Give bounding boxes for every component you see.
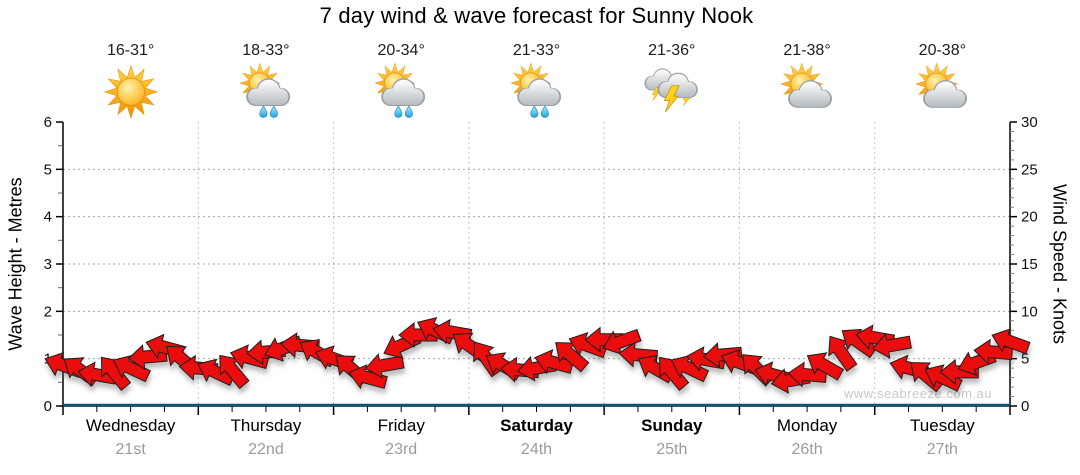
wind-arrow (806, 352, 845, 381)
forecast-day-header: 20-38° (914, 42, 970, 119)
day-name-label: Saturday (500, 416, 573, 435)
day-name-label: Friday (377, 416, 425, 435)
wind-arrow (602, 328, 642, 356)
day-axis-label: Tuesday 27th (910, 416, 975, 459)
wind-arrow (828, 335, 858, 372)
day-date-label: 27th (926, 441, 958, 458)
temp-range-label: 16-31° (106, 42, 155, 59)
wind-arrow (924, 364, 963, 392)
wind-tick-label: 15 (1021, 256, 1038, 273)
day-date-label: 23rd (385, 441, 418, 458)
watermark: www.seabreeze.com.au (843, 386, 992, 401)
wind-arrow-band (44, 317, 1031, 394)
forecast-day-header: 16-31° (103, 42, 159, 119)
wind-arrow (100, 356, 132, 392)
day-axis-label: Sunday 25th (641, 416, 702, 459)
day-date-label: 22nd (248, 441, 284, 458)
chart-title: 7 day wind & wave forecast for Sunny Noo… (319, 3, 754, 28)
bottom-axis-ticks (62, 406, 1011, 415)
wind-arrow (872, 333, 912, 359)
day-axis-label: Saturday 24th (500, 416, 573, 459)
forecast-day-header: 21-38° (779, 42, 835, 119)
wind-arrow (991, 328, 1031, 355)
temp-range-label: 21-33° (512, 42, 561, 59)
wind-arrow (112, 354, 152, 383)
wind-tick-label: 25 (1021, 161, 1038, 178)
day-name-label: Thursday (230, 416, 302, 435)
day-date-label: 24th (520, 441, 553, 458)
wind-tick-label: 0 (1021, 398, 1029, 415)
wind-arrow (841, 328, 878, 359)
forecast-day-header: 21-36° (644, 42, 700, 119)
day-axis-label: Thursday 22nd (230, 416, 301, 459)
forecast-day-header: 21-33° (509, 42, 565, 119)
wind-tick-label: 10 (1021, 303, 1038, 320)
temp-range-label: 21-38° (783, 42, 831, 59)
day-date-label: 25th (656, 441, 688, 458)
forecast-day-header: 20-34° (373, 42, 429, 119)
wind-arrow (348, 364, 388, 390)
wave-tick-label: 2 (44, 303, 52, 320)
wave-tick-label: 6 (44, 114, 52, 131)
wind-tick-label: 30 (1021, 114, 1038, 131)
wave-tick-label: 3 (44, 256, 52, 273)
day-axis-label: Friday 23rd (378, 416, 425, 459)
temp-range-label: 20-38° (918, 42, 966, 59)
wind-tick-label: 20 (1021, 209, 1038, 226)
wind-tick-label: 5 (1021, 351, 1029, 368)
wave-tick-label: 4 (44, 209, 52, 226)
day-axis-label: Wednesday 21st (86, 416, 175, 459)
day-name-label: Sunday (641, 416, 703, 435)
day-date-label: 21st (115, 441, 146, 458)
wave-tick-label: 5 (44, 161, 52, 178)
day-name-label: Wednesday (85, 416, 176, 435)
temp-range-label: 18-33° (242, 42, 290, 59)
wave-tick-label: 0 (44, 398, 52, 415)
day-axis-label: Monday 26th (777, 416, 837, 459)
day-name-label: Monday (776, 416, 838, 435)
wind-arrow (555, 342, 590, 373)
temp-range-label: 21-36° (648, 42, 696, 59)
forecast-day-header: 18-33° (238, 42, 294, 119)
day-name-label: Tuesday (910, 416, 975, 435)
temp-range-label: 20-34° (377, 42, 425, 59)
wind-arrow (219, 354, 250, 390)
day-date-label: 26th (791, 441, 823, 458)
wind-arrow (659, 356, 690, 392)
wind-arrow (670, 354, 710, 383)
right-axis-ticks: 0 5 10 15 20 25 30 (1010, 114, 1038, 415)
